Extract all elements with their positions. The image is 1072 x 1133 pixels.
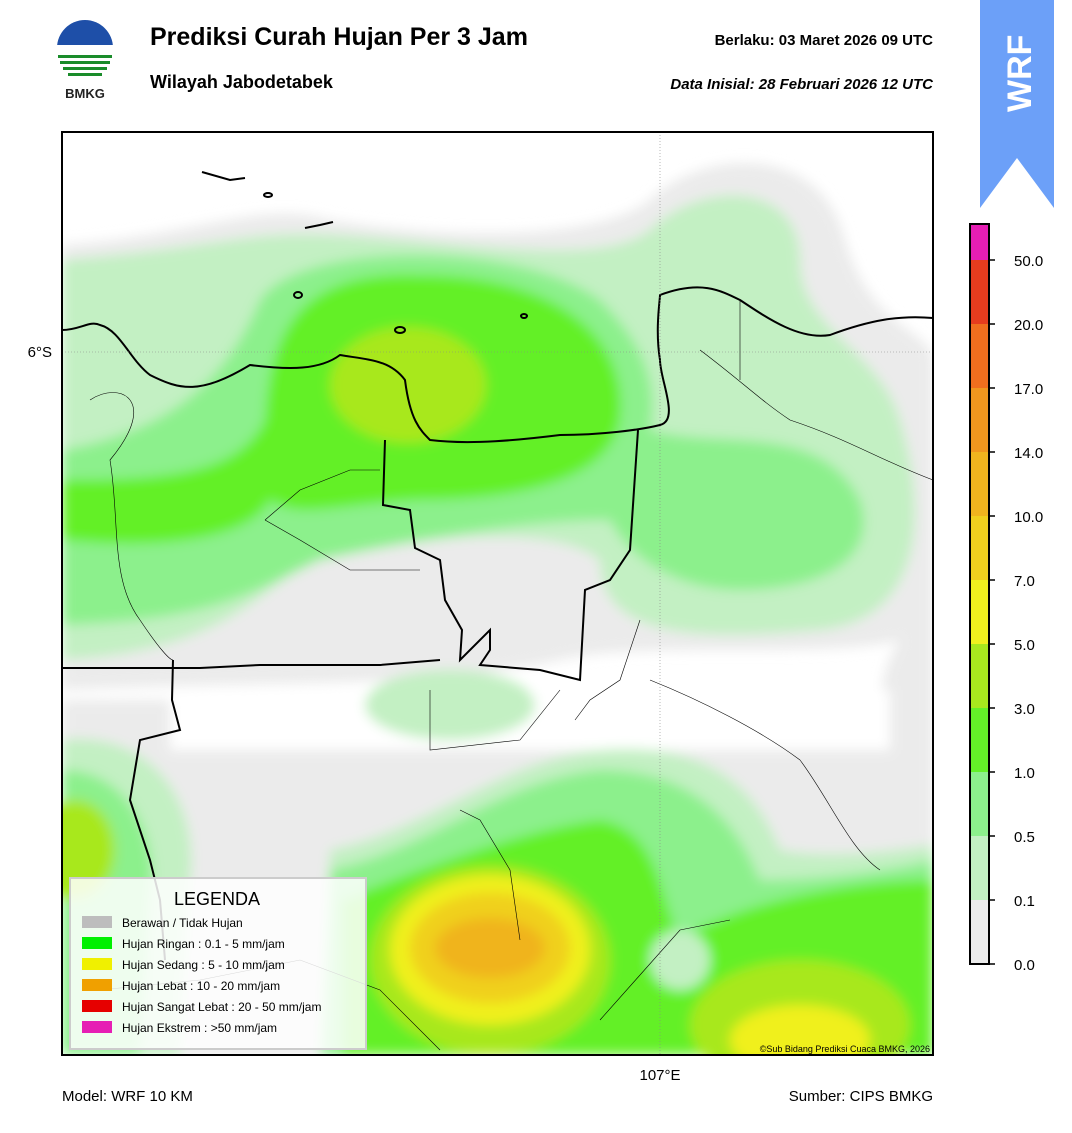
colorbar-segment bbox=[970, 772, 989, 836]
colorbar-label: 1.0 bbox=[1014, 765, 1035, 782]
colorbar-segment bbox=[970, 452, 989, 516]
model-info: Model: WRF 10 KM bbox=[62, 1088, 193, 1105]
credit: ©Sub Bidang Prediksi Cuaca BMKG, 2026 bbox=[760, 1044, 930, 1054]
legend-label: Berawan / Tidak Hujan bbox=[122, 916, 243, 930]
legend-swatch bbox=[82, 958, 112, 970]
source-info: Sumber: CIPS BMKG bbox=[789, 1088, 933, 1105]
legend-swatch bbox=[82, 1000, 112, 1012]
rain-field bbox=[62, 132, 933, 1055]
lat-label: 6°S bbox=[28, 344, 52, 361]
model-badge bbox=[980, 0, 1054, 208]
colorbar-label: 3.0 bbox=[1014, 701, 1035, 718]
legend-swatch bbox=[82, 937, 112, 949]
badge-text: WRF bbox=[1001, 35, 1039, 112]
colorbar-segment bbox=[970, 580, 989, 644]
legend-label: Hujan Ekstrem : >50 mm/jam bbox=[122, 1021, 277, 1035]
colorbar-segment bbox=[970, 324, 989, 388]
colorbar-segment bbox=[970, 260, 989, 324]
legend-swatch bbox=[82, 979, 112, 991]
subtitle: Wilayah Jabodetabek bbox=[150, 72, 334, 92]
init-time: Data Inisial: 28 Februari 2026 12 UTC bbox=[670, 76, 934, 93]
colorbar-segment bbox=[970, 516, 989, 580]
legend-swatch bbox=[82, 916, 112, 928]
colorbar-label: 0.0 bbox=[1014, 957, 1035, 974]
bmkg-logo: BMKG bbox=[55, 20, 115, 101]
colorbar-label: 0.1 bbox=[1014, 893, 1035, 910]
legend-label: Hujan Lebat : 10 - 20 mm/jam bbox=[122, 979, 280, 993]
legend-title: LEGENDA bbox=[174, 889, 260, 909]
colorbar-label: 17.0 bbox=[1014, 381, 1043, 398]
colorbar-label: 10.0 bbox=[1014, 509, 1043, 526]
colorbar-segment bbox=[970, 836, 989, 900]
lon-label: 107°E bbox=[639, 1067, 680, 1084]
legend-label: Hujan Ringan : 0.1 - 5 mm/jam bbox=[122, 937, 285, 951]
legend-label: Hujan Sedang : 5 - 10 mm/jam bbox=[122, 958, 285, 972]
colorbar-label: 7.0 bbox=[1014, 573, 1035, 590]
colorbar-segment bbox=[970, 644, 989, 708]
legend: LEGENDA Berawan / Tidak Hujan Hujan Ringa… bbox=[69, 877, 367, 1050]
legend-swatch bbox=[82, 1021, 112, 1033]
colorbar-segment bbox=[970, 388, 989, 452]
map-frame bbox=[61, 131, 934, 1056]
colorbar-label: 0.5 bbox=[1014, 829, 1035, 846]
colorbar-label: 50.0 bbox=[1014, 253, 1043, 270]
colorbar-label: 5.0 bbox=[1014, 637, 1035, 654]
colorbar-segment bbox=[970, 900, 989, 964]
title: Prediksi Curah Hujan Per 3 Jam bbox=[150, 23, 528, 51]
colorbar-label: 20.0 bbox=[1014, 317, 1043, 334]
colorbar: 0.0 0.1 0.5 1.0 3.0 5.0 7.0 10.0 14.0 17.0 20.0 50.… bbox=[969, 223, 1043, 974]
colorbar-label: 14.0 bbox=[1014, 445, 1043, 462]
colorbar-segment bbox=[970, 708, 989, 772]
colorbar-segment bbox=[970, 224, 989, 260]
logo-text: BMKG bbox=[65, 86, 105, 101]
valid-time: Berlaku: 03 Maret 2026 09 UTC bbox=[715, 32, 934, 49]
colorbar-frame bbox=[969, 223, 990, 965]
legend-label: Hujan Sangat Lebat : 20 - 50 mm/jam bbox=[122, 1000, 321, 1014]
